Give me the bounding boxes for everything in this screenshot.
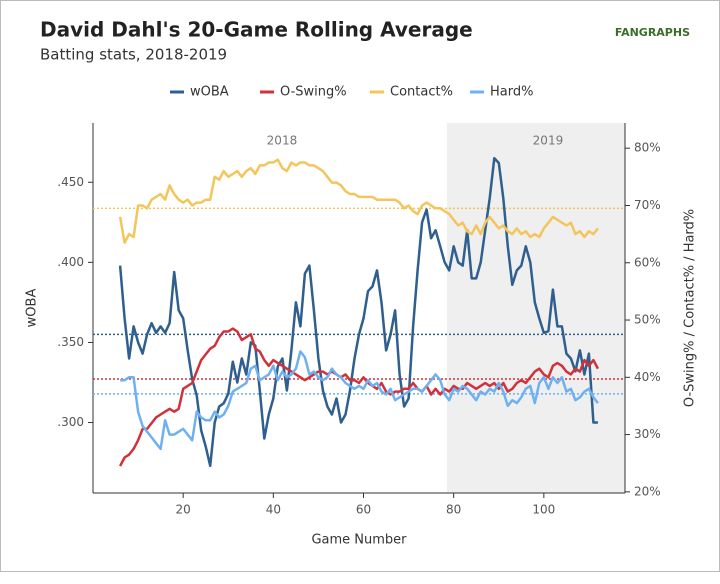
series-line — [118, 158, 599, 244]
chart-title: David Dahl's 20-Game Rolling Average — [40, 18, 473, 42]
y2-axis-label: O-Swing% / Contact% / Hard% — [683, 209, 698, 407]
y2-tick-label: 40% — [634, 370, 661, 384]
legend-label: O-Swing% — [280, 85, 347, 100]
chart-subtitle: Batting stats, 2018-2019 — [40, 46, 227, 64]
source-logo: FANGRAPHS — [615, 26, 690, 39]
x-tick-label: 20 — [176, 503, 191, 517]
y-tick-label: .350 — [57, 335, 84, 349]
y-tick-label: .300 — [57, 415, 84, 429]
y2-tick-label: 60% — [634, 255, 661, 269]
legend-label: Contact% — [390, 85, 453, 100]
y2-tick-label: 50% — [634, 313, 661, 327]
series-line — [118, 156, 598, 468]
x-tick-label: 80 — [446, 503, 461, 517]
y2-tick-label: 20% — [634, 484, 661, 498]
x-tick-label: 60 — [356, 503, 371, 517]
legend-label: wOBA — [190, 85, 229, 100]
y-tick-label: .400 — [57, 255, 84, 269]
y-tick-label: .450 — [57, 175, 84, 189]
y2-tick-label: 80% — [634, 141, 661, 155]
series-line — [118, 327, 600, 467]
series-line — [120, 350, 599, 451]
x-tick-label: 100 — [532, 503, 555, 517]
y-axis-label: wOBA — [25, 289, 40, 328]
y2-tick-label: 70% — [634, 198, 661, 212]
season-label: 2018 — [267, 134, 298, 148]
season-label: 2019 — [533, 134, 564, 148]
legend-label: Hard% — [490, 85, 533, 100]
x-axis-label: Game Number — [311, 533, 407, 548]
x-tick-label: 40 — [266, 503, 281, 517]
y2-tick-label: 30% — [634, 427, 661, 441]
